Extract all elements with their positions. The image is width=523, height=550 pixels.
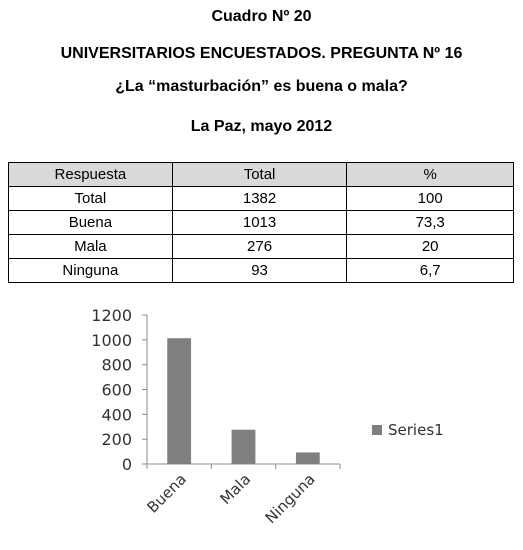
y-tick-label: 1000: [91, 331, 132, 350]
y-tick-label: 800: [101, 356, 132, 375]
cell-total: 276: [171, 234, 348, 259]
cell-respuesta: Buena: [8, 210, 173, 235]
y-tick-label: 600: [101, 381, 132, 400]
results-table: Respuesta Total % Total 1382 100 Buena 1…: [8, 162, 514, 283]
cell-total: 1013: [171, 210, 348, 235]
table-title: UNIVERSITARIOS ENCUESTADOS. PREGUNTA Nº …: [60, 45, 463, 62]
legend-swatch: [372, 425, 382, 435]
cell-respuesta: Mala: [8, 234, 173, 259]
y-tick-label: 200: [101, 430, 132, 449]
cell-percent: 100: [346, 186, 514, 211]
bar-buena: [167, 338, 192, 464]
category-label: Mala: [216, 470, 254, 508]
table-row: Buena 1013 73,3: [8, 210, 514, 235]
cell-percent: 20: [346, 234, 514, 259]
question-text: ¿La “masturbación” es buena o mala?: [115, 78, 408, 95]
bar-chart: 0 200 400 600 800 1000 1200 Buena Mala Ninguna Ser…: [91, 306, 444, 527]
cell-respuesta: Ninguna: [8, 258, 173, 283]
table-header-row: Respuesta Total %: [8, 162, 514, 187]
cell-percent: 73,3: [346, 210, 514, 235]
table-row: Total 1382 100: [8, 186, 514, 211]
table-row: Mala 276 20: [8, 234, 514, 259]
category-label: Buena: [144, 470, 190, 516]
cell-total: 93: [171, 258, 348, 283]
category-label: Ninguna: [262, 470, 319, 527]
header-total: Total: [171, 162, 348, 187]
header-percent: %: [346, 162, 514, 187]
cell-percent: 6,7: [346, 258, 514, 283]
place-date: La Paz, mayo 2012: [190, 118, 333, 135]
y-tick-label: 400: [101, 405, 132, 424]
cell-respuesta: Total: [8, 186, 173, 211]
table-number: Cuadro Nº 20: [211, 8, 312, 25]
bar-ninguna: [295, 452, 320, 464]
cell-total: 1382: [171, 186, 348, 211]
legend-label: Series1: [388, 421, 444, 439]
table-row: Ninguna 93 6,7: [8, 258, 514, 283]
y-tick-label: 1200: [91, 306, 132, 325]
y-tick-label: 0: [122, 455, 132, 474]
bar-mala: [231, 429, 256, 464]
header-respuesta: Respuesta: [8, 162, 173, 187]
